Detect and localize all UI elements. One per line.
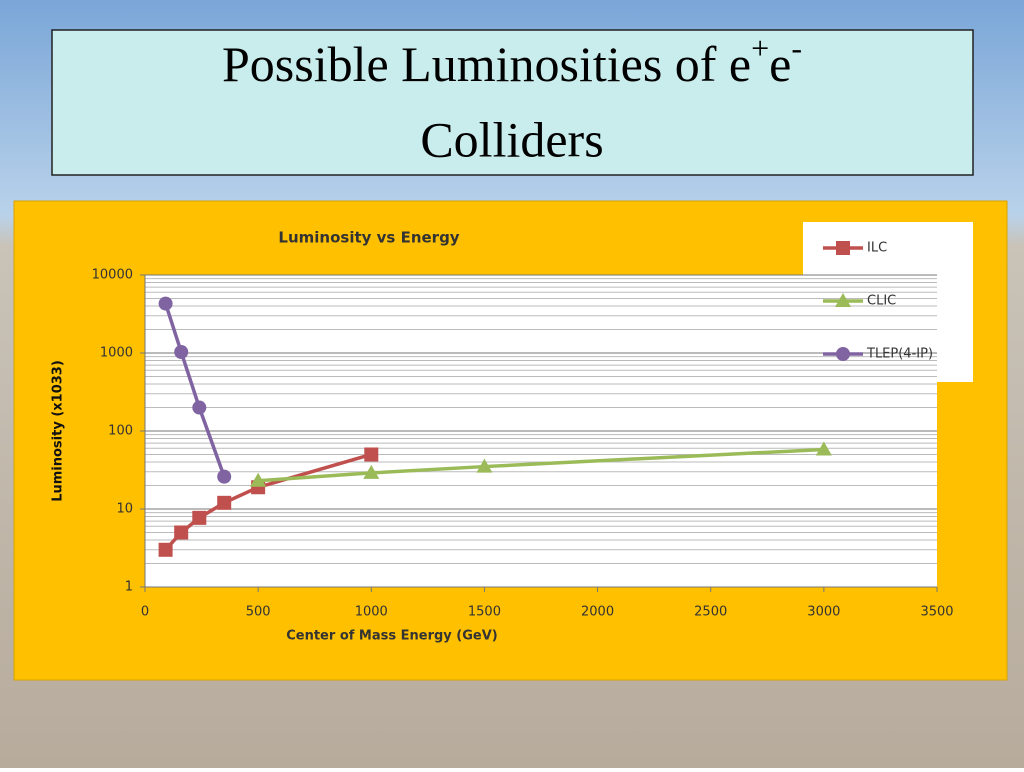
marker bbox=[835, 293, 851, 307]
marker bbox=[836, 347, 850, 361]
marker bbox=[363, 464, 380, 479]
marker bbox=[476, 458, 493, 473]
y-tick-label: 10000 bbox=[92, 268, 133, 283]
marker bbox=[250, 472, 267, 487]
x-tick-label: 2000 bbox=[581, 605, 614, 620]
y-tick-label: 10 bbox=[116, 502, 133, 517]
y-tick-label: 1 bbox=[125, 580, 133, 595]
x-tick-label: 0 bbox=[141, 605, 149, 620]
marker bbox=[217, 495, 232, 510]
marker bbox=[158, 542, 173, 557]
marker bbox=[158, 296, 173, 311]
legend-label: ILC bbox=[867, 241, 887, 256]
y-tick-label: 1000 bbox=[100, 346, 133, 361]
title-sup: - bbox=[791, 30, 802, 66]
slide-title: Possible Luminosities of e+e- bbox=[222, 30, 802, 92]
marker bbox=[836, 241, 850, 255]
marker bbox=[192, 400, 207, 415]
x-tick-label: 2500 bbox=[694, 605, 727, 620]
title-box bbox=[51, 29, 974, 176]
title-sup: + bbox=[751, 30, 769, 66]
marker bbox=[192, 510, 207, 525]
marker bbox=[217, 469, 232, 484]
title-text: e bbox=[769, 36, 791, 92]
x-tick-label: 3000 bbox=[807, 605, 840, 620]
marker bbox=[174, 344, 189, 359]
y-tick-label: 100 bbox=[108, 424, 133, 439]
x-axis-label: Center of Mass Energy (GeV) bbox=[286, 629, 498, 644]
x-tick-label: 1500 bbox=[468, 605, 501, 620]
y-axis-label: Luminosity (x1033) bbox=[51, 360, 66, 502]
marker bbox=[815, 441, 832, 456]
title-text: Possible Luminosities of e bbox=[222, 36, 751, 92]
series-line bbox=[258, 447, 824, 483]
x-tick-label: 1000 bbox=[355, 605, 388, 620]
legend-label: CLIC bbox=[867, 294, 896, 309]
marker bbox=[174, 525, 189, 540]
marker bbox=[364, 447, 379, 462]
chart-title: Luminosity vs Energy bbox=[278, 229, 459, 247]
slide-title-line2: Colliders bbox=[420, 111, 603, 167]
series-line bbox=[163, 303, 226, 478]
x-tick-label: 500 bbox=[246, 605, 271, 620]
x-tick-label: 3500 bbox=[920, 605, 953, 620]
legend-label: TLEP(4-IP) bbox=[866, 347, 933, 362]
